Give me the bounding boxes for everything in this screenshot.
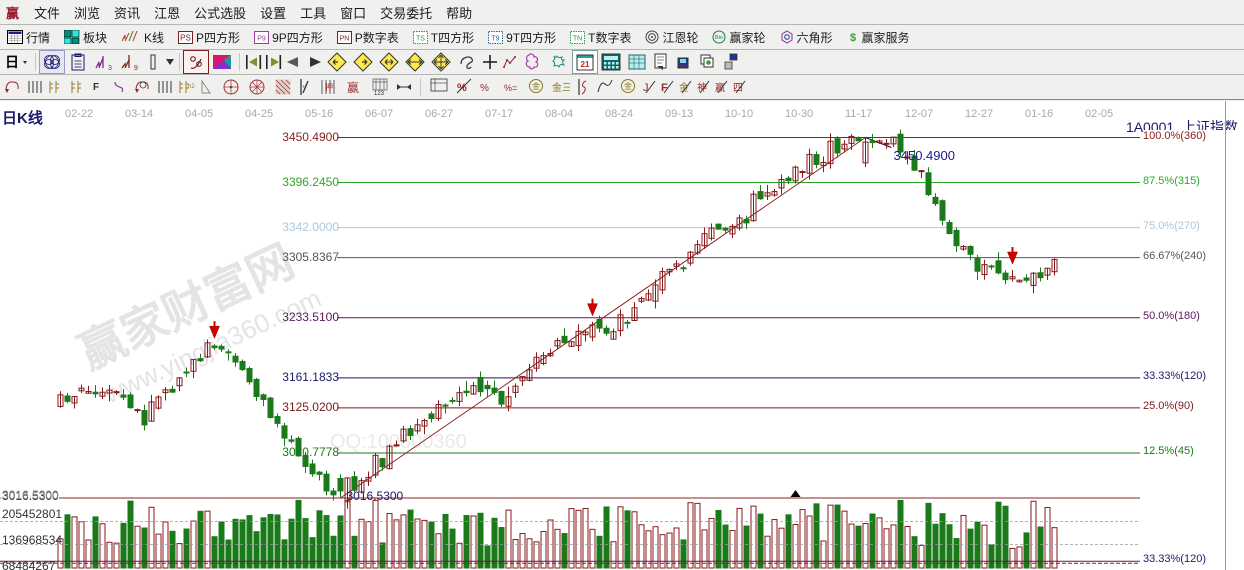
svg-text:金: 金 (624, 81, 632, 91)
svg-text:21: 21 (581, 60, 590, 69)
svg-text:%: % (480, 83, 489, 94)
svg-text:金三: 金三 (552, 81, 570, 94)
svg-text:P9: P9 (257, 35, 266, 42)
svg-text:T9: T9 (492, 35, 500, 42)
svg-text:n2: n2 (188, 84, 195, 90)
svg-text:TN: TN (573, 35, 582, 42)
svg-text:123: 123 (374, 91, 385, 96)
svg-text:押: 押 (325, 82, 333, 92)
svg-text:四: 四 (733, 83, 743, 94)
svg-text:9: 9 (134, 65, 138, 71)
svg-text:神: 神 (697, 81, 707, 94)
svg-text:F: F (93, 82, 99, 93)
svg-text:赢: 赢 (347, 80, 359, 95)
svg-text:$: $ (849, 32, 855, 44)
svg-text:日: 日 (5, 54, 19, 70)
svg-text:PS: PS (180, 33, 191, 42)
svg-text:Bio: Bio (716, 35, 724, 41)
svg-text:TS: TS (416, 35, 425, 42)
svg-text:金: 金 (679, 81, 689, 94)
svg-text:赢: 赢 (715, 81, 725, 94)
svg-text:金: 金 (532, 81, 540, 91)
svg-text:PN: PN (339, 35, 349, 42)
svg-text:%=: %= (504, 83, 517, 93)
svg-text:J: J (643, 82, 649, 94)
svg-text:3: 3 (108, 65, 112, 71)
